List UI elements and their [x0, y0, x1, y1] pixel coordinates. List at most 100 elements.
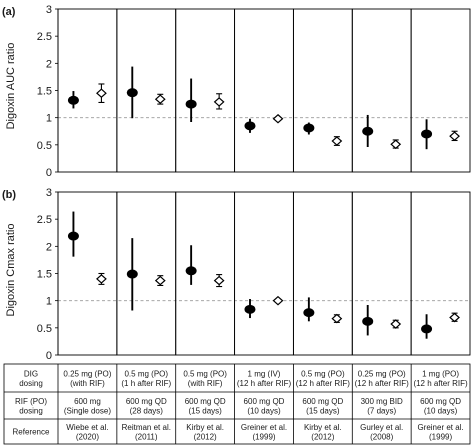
panel-b-study-cell	[292, 191, 353, 356]
table-cell-reference: Kirby et al.	[186, 423, 224, 432]
table-cell-rif-dosing: (28 days)	[130, 406, 164, 415]
table-row-label: dosing	[19, 406, 43, 415]
panel-b-open-marker	[272, 295, 284, 306]
panel-a-filled-marker	[421, 129, 433, 139]
table-cell-rif-dosing: 600 mg	[74, 397, 101, 406]
panel-a-filled-marker	[303, 123, 315, 133]
panel-a-open-marker	[449, 131, 460, 141]
table-cell-dig-dosing: 1 mg (PO)	[422, 369, 459, 378]
table-cell-reference: (2008)	[370, 432, 393, 441]
panel-b-open-marker	[331, 313, 343, 324]
panel-b-open-marker	[449, 312, 460, 323]
table-cell-rif-dosing: 300 mg BID	[361, 397, 403, 406]
table-cell-reference: (2011)	[135, 432, 158, 441]
table-cell-rif-dosing: (15 days)	[188, 406, 222, 415]
panel-b-filled-marker	[303, 308, 315, 318]
panel-a-ylabel: Digoxin AUC ratio	[5, 43, 17, 130]
panel-b-open-marker	[390, 319, 402, 329]
table-cell-rif-dosing: 600 mg QD	[126, 397, 167, 406]
table-cell-reference: (2012)	[311, 432, 334, 441]
panel-a-filled-marker	[362, 126, 374, 136]
panel-b-filled-marker	[185, 266, 197, 276]
panel-b-y-tick-label: 2	[46, 241, 52, 253]
panel-a-filled-marker	[185, 99, 197, 109]
panel-a-study-cell	[292, 8, 353, 173]
table-row-label: DIG	[24, 369, 38, 378]
table-cell-dig-dosing: 0.5 mg (PO)	[183, 369, 227, 378]
panel-b-ylabel: Digoxin Cmax ratio	[5, 224, 17, 317]
panel-a-y-tick-label: 0.5	[37, 140, 52, 152]
panel-a-y-tick-label: 2.5	[37, 31, 52, 43]
table-cell-rif-dosing: (Single dose)	[64, 406, 111, 415]
panel-b-filled-marker	[67, 231, 79, 241]
table-cell-rif-dosing: 600 mg QD	[420, 397, 461, 406]
panel-b-y-tick-label: 3	[46, 187, 52, 199]
table-cell-reference: Greiner et al.	[241, 423, 287, 432]
panel-b-filled-marker	[362, 316, 374, 326]
table-row-label: dosing	[19, 379, 43, 388]
panel-a-y-tick-label: 2	[46, 58, 52, 70]
table-cell-reference: (2020)	[76, 432, 99, 441]
panel-b-study-cell	[351, 191, 412, 356]
panel-a-study-cell	[175, 8, 236, 173]
table-cell-reference: Kirby et al.	[304, 423, 342, 432]
panel-b-y-tick-label: 0.5	[37, 323, 52, 335]
panel-b: (b) Digoxin Cmax ratio 0 0.5 1 1.5 2 2.5 3	[2, 187, 471, 362]
table-cell-dig-dosing: 0.5 mg (PO)	[124, 369, 168, 378]
table-cell-dig-dosing: 1 mg (IV)	[248, 369, 281, 378]
table-cell-dig-dosing: (with RIF)	[188, 379, 223, 388]
table-cell-rif-dosing: 600 mg QD	[244, 397, 285, 406]
panel-a-study-cell	[234, 8, 294, 173]
panel-a-y-tick-label: 1	[46, 113, 52, 125]
panel-b-filled-marker	[421, 324, 433, 334]
table-cell-dig-dosing: (12 h after RIF)	[237, 379, 292, 388]
panel-b-study-cell	[57, 191, 118, 356]
panel-a-y-tick-label: 1.5	[37, 86, 52, 98]
panel-b-y-tick-label: 2.5	[37, 214, 52, 226]
table-cell-rif-dosing: (10 days)	[424, 406, 458, 415]
table-row-label: Reference	[13, 428, 50, 437]
panel-a-open-marker	[272, 113, 284, 124]
panel-a-open-marker	[331, 136, 343, 146]
panel-b-open-marker	[154, 275, 166, 286]
panel-a-open-marker	[213, 97, 225, 107]
panel-a-open-marker	[390, 139, 402, 150]
table-row-label: RIF (PO)	[15, 397, 47, 406]
table-cell-reference: Reitman et al.	[122, 423, 171, 432]
table-cell-dig-dosing: 0.5 mg (PO)	[301, 369, 345, 378]
table-border	[3, 363, 471, 445]
table-cell-rif-dosing: 600 mg QD	[302, 397, 343, 406]
panel-a-study-cell	[351, 8, 412, 173]
table-cell-dig-dosing: 0.25 mg (PO)	[358, 369, 406, 378]
table-cell-dig-dosing: 0.25 mg (PO)	[63, 369, 111, 378]
panel-a-study-cell	[116, 8, 177, 173]
table-cell-dig-dosing: (1 h after RIF)	[121, 379, 171, 388]
panel-a-y-tick-label: 0	[46, 167, 52, 179]
panel-b-study-cell	[410, 191, 471, 356]
table-cell-dig-dosing: (12 h after RIF)	[413, 379, 468, 388]
table-cell-reference: Greiner et al.	[417, 423, 463, 432]
panel-b-open-marker	[96, 274, 107, 284]
panel-a-filled-marker	[67, 95, 79, 105]
table-cell-dig-dosing: (12 h after RIF)	[296, 379, 351, 388]
panel-a-study-cell	[410, 8, 471, 173]
table-cell-reference: Gurley et al.	[360, 423, 403, 432]
table-cell-dig-dosing: (12 h after RIF)	[355, 379, 410, 388]
panel-b-study-cell	[175, 191, 236, 356]
table-cell-rif-dosing: (15 days)	[306, 406, 340, 415]
panel-a: (a) Digoxin AUC ratio 0 0.5 1 1.5 2 2.5 3	[2, 4, 471, 179]
panel-a-filled-marker	[126, 88, 138, 98]
table-cell-reference: Wiebe et al.	[66, 423, 108, 432]
table-cell-rif-dosing: (7 days)	[367, 406, 396, 415]
table-cell-rif-dosing: 600 mg QD	[185, 397, 226, 406]
panel-b-y-tick-label: 1.5	[37, 269, 52, 281]
panel-b-filled-marker	[126, 269, 138, 279]
panel-b-study-cell	[234, 191, 294, 356]
table-cell-rif-dosing: (10 days)	[247, 406, 281, 415]
panel-b-filled-marker	[244, 304, 256, 314]
panel-b-y-tick-label: 0	[46, 350, 52, 362]
panel-a-study-cell	[57, 8, 118, 173]
panel-b-label: (b)	[2, 189, 16, 201]
